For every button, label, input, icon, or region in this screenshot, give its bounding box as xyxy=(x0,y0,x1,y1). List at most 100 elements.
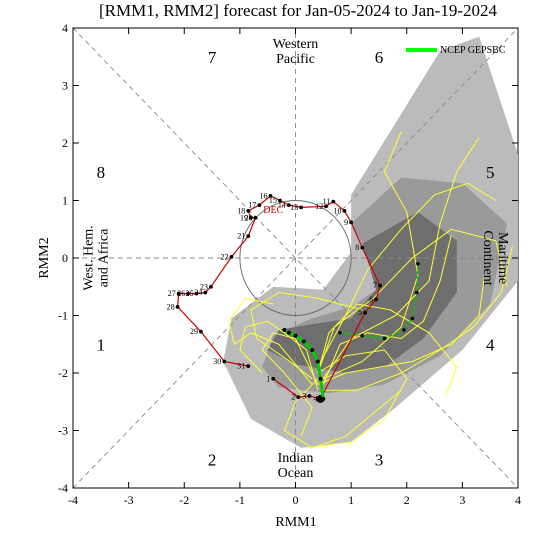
ensemble-track xyxy=(283,378,402,449)
observed-point-7 xyxy=(378,283,382,288)
x-axis-label: RMM1 xyxy=(275,515,316,530)
phase-label-7: 7 xyxy=(208,48,217,67)
phase-divider-line xyxy=(72,27,519,489)
forecast-mean-point xyxy=(301,339,306,344)
ensemble-track xyxy=(322,234,452,385)
ensemble-track xyxy=(323,131,419,380)
forecast-mean-track xyxy=(282,261,420,401)
observed-day-label-27: 27 xyxy=(168,289,176,298)
forecast-east-point xyxy=(414,290,419,295)
ensemble-track xyxy=(306,349,408,449)
observed-point-25 xyxy=(194,291,199,296)
observed-day-label-7: 7 xyxy=(373,281,377,290)
x-tick-label: -1 xyxy=(235,493,245,507)
forecast-east-point xyxy=(402,328,406,332)
observed-day-label-6: 6 xyxy=(369,295,373,304)
region-label-line: Ocean xyxy=(278,466,314,481)
observed-day-label-16: 16 xyxy=(259,191,267,200)
forecast-east-point xyxy=(338,330,342,335)
observed-day-label-2: 2 xyxy=(291,393,295,402)
observed-day-label-29: 29 xyxy=(190,327,198,336)
observed-point-20 xyxy=(253,215,258,220)
observed-point-9 xyxy=(349,220,354,225)
spread-inner xyxy=(267,212,457,373)
observed-point-2 xyxy=(296,395,301,400)
forecast-mean-point xyxy=(321,396,326,401)
unit-circle xyxy=(239,200,352,316)
observed-day-label-28: 28 xyxy=(167,302,175,311)
observed-track: 12 3 4567891011121314151617181920212223242… xyxy=(167,191,382,403)
phase-label-4: 4 xyxy=(486,335,495,354)
forecast-east-point xyxy=(382,336,387,341)
y-tick-label: -4 xyxy=(58,481,68,495)
x-tick-label: -3 xyxy=(124,493,134,507)
x-axis: -4 -3 -2 -1 0 1 2 3 4 xyxy=(68,28,521,507)
observed-day-label-31: 31 xyxy=(237,362,245,371)
y-tick-label: 0 xyxy=(62,251,68,265)
region-label: MaritimeContinent xyxy=(480,230,510,285)
observed-day-label-30: 30 xyxy=(213,357,221,366)
ensemble-track xyxy=(323,246,513,391)
observed-point-3 xyxy=(307,394,312,398)
phase-label-1: 1 xyxy=(97,335,106,354)
observed-point-19 xyxy=(249,215,253,220)
observed-day-label-23: 23 xyxy=(200,282,208,291)
phase-label-5: 5 xyxy=(486,163,495,182)
observed-point-22 xyxy=(229,254,234,259)
observed-day-label-21: 21 xyxy=(237,232,245,241)
observed-point-30 xyxy=(222,359,227,364)
observed-point-26 xyxy=(186,291,191,296)
y-tick-label: -1 xyxy=(58,309,68,323)
forecast-mean-point xyxy=(318,376,323,381)
observed-point-13 xyxy=(299,205,303,210)
observed-day-label-13: 13 xyxy=(290,203,298,212)
x-tick-label: -2 xyxy=(179,493,189,507)
plot-area: 12 3 4567891011121314151617181920212223242… xyxy=(72,27,519,489)
observed-day-label-1: 1 xyxy=(266,374,270,383)
observed-day-label-24: 24 xyxy=(194,288,202,297)
observed-day-label-22: 22 xyxy=(221,252,229,261)
region-label-line: Pacific xyxy=(276,52,315,67)
y-tick-label: 3 xyxy=(62,79,68,93)
region-label: West. Hem.and Africa xyxy=(81,225,111,290)
phase-label-3: 3 xyxy=(375,450,384,469)
region-label-line: Continent xyxy=(480,230,495,285)
x-tick-label: 2 xyxy=(404,493,410,507)
observed-point-14 xyxy=(286,203,291,208)
observed-point-23 xyxy=(209,284,213,289)
phase-divider-line xyxy=(72,27,519,489)
observed-point-16 xyxy=(268,194,273,198)
month-label: DEC xyxy=(263,205,283,216)
observed-point-12 xyxy=(324,204,328,209)
ensemble-track xyxy=(239,320,319,391)
observed-day-label-9: 9 xyxy=(344,218,348,227)
chart-title: [RMM1, RMM2] forecast for Jan-05-2024 to… xyxy=(99,1,498,20)
region-label: Indian Ocean xyxy=(278,451,314,481)
observed-point-15 xyxy=(278,198,282,203)
y-tick-label: 4 xyxy=(62,21,68,35)
phase-label-6: 6 xyxy=(375,48,384,67)
forecast-mean-point xyxy=(282,327,287,332)
x-tick-label: -4 xyxy=(68,493,78,507)
ensemble-track xyxy=(250,291,363,380)
observed-day-label-14: 14 xyxy=(278,201,286,210)
x-tick-label: 4 xyxy=(515,493,521,507)
observed-day-label-11: 11 xyxy=(323,197,331,206)
observed-point-6 xyxy=(374,297,379,302)
y-axis-label: RMM2 xyxy=(37,237,52,278)
phase-label-2: 2 xyxy=(208,450,217,469)
forecast-east-point xyxy=(410,316,415,321)
legend: NCEP GEPSBC xyxy=(406,45,506,56)
observed-point-21 xyxy=(246,234,251,239)
observed-day-label-15: 15 xyxy=(269,196,277,205)
observed-day-label-10: 10 xyxy=(333,206,341,215)
ensemble-track xyxy=(228,297,313,385)
observed-point-24 xyxy=(203,290,208,295)
y-tick-label: 1 xyxy=(62,194,68,208)
observed-point-5 xyxy=(363,310,367,315)
forecast-east-point xyxy=(360,333,365,338)
ensemble-track xyxy=(261,332,319,437)
